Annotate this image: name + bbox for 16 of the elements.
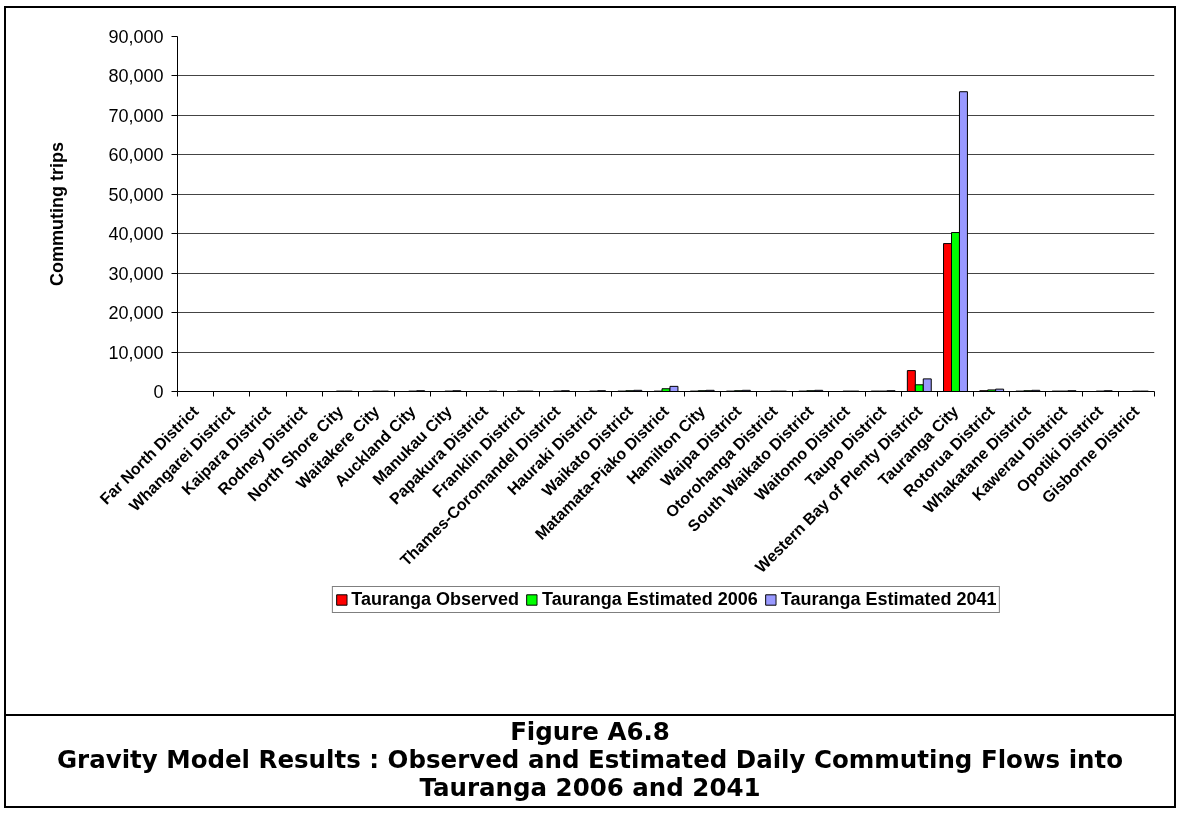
y-tick-label: 70,000 [108, 105, 164, 126]
y-tick-label: 80,000 [108, 66, 164, 87]
y-tick-label: 0 [153, 382, 164, 402]
y-tick-label: 40,000 [108, 224, 164, 245]
y-tick-label: 20,000 [108, 303, 164, 324]
text: Figure A6.8 [509, 717, 671, 746]
y-tick-label: 30,000 [108, 263, 164, 284]
y-tick-label: 10,000 [108, 342, 164, 363]
y-tick-label: 90,000 [108, 27, 164, 47]
legend-label: Tauranga Observed [351, 589, 520, 610]
legend-label: Tauranga Estimated 2041 [780, 589, 997, 610]
y-tick-label: 60,000 [108, 145, 164, 166]
legend-label: Tauranga Estimated 2006 [542, 589, 758, 610]
text: Gravity Model Results : Observed and Estimated Daily Commuting Flows into Tauranga 2006 and 2041 [56, 745, 1124, 802]
y-axis-title: Commuting trips [47, 142, 68, 286]
y-tick-label: 50,000 [108, 184, 164, 205]
